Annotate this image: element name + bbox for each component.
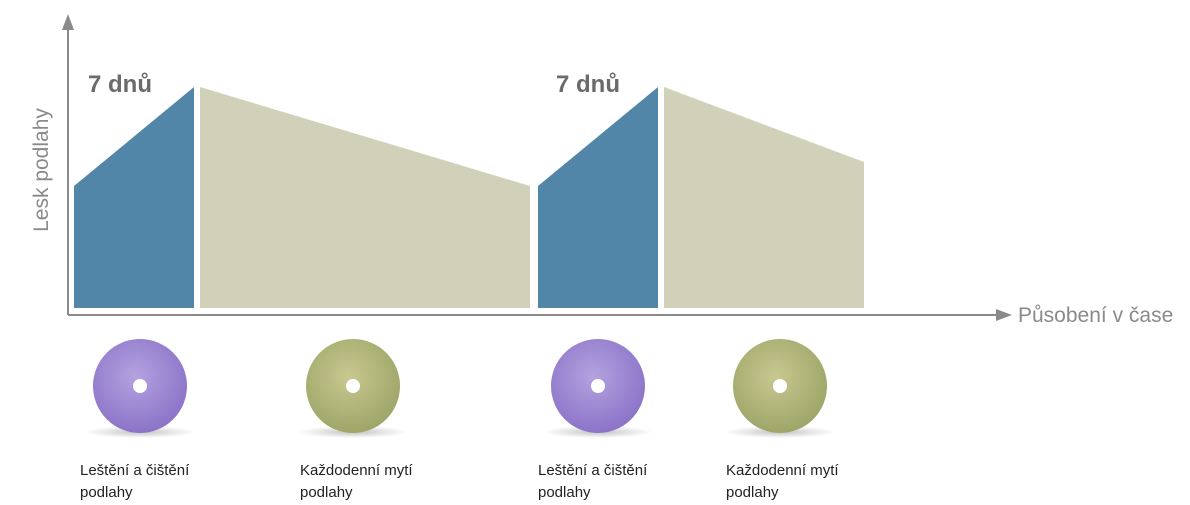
pad-label: podlahy — [726, 484, 779, 501]
pad-label: Každodenní mytí — [300, 462, 413, 479]
maintenance-phase — [200, 87, 530, 308]
maintenance-phase — [664, 87, 864, 308]
annotation: 7 dnů — [88, 71, 152, 98]
pad-label: podlahy — [80, 484, 133, 501]
x-axis-label: Působení v čase — [1018, 304, 1173, 327]
pad-label: Leštění a čištění — [538, 462, 648, 479]
x-axis-arrow — [996, 309, 1012, 321]
pad-label: podlahy — [300, 484, 353, 501]
pad — [298, 339, 408, 438]
pad — [543, 339, 653, 438]
pad — [85, 339, 195, 438]
polishing-phase — [74, 87, 194, 308]
polishing-phase — [538, 87, 658, 308]
annotation: 7 dnů — [556, 71, 620, 98]
pad — [725, 339, 835, 438]
y-axis-label: Lesk podlahy — [30, 108, 53, 232]
y-axis-arrow — [62, 14, 74, 30]
pad-label: podlahy — [538, 484, 591, 501]
pad-label: Každodenní mytí — [726, 462, 839, 479]
pad-label: Leštění a čištění — [80, 462, 190, 479]
